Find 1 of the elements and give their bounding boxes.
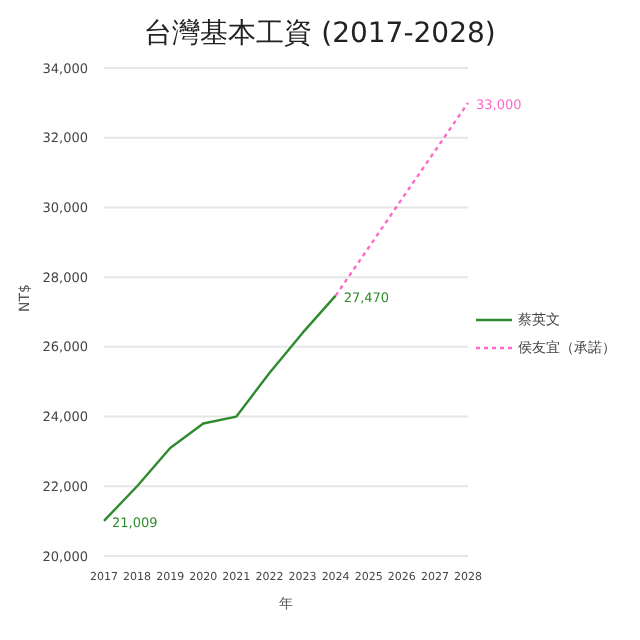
chart-title: 台灣基本工資 (2017-2028) xyxy=(142,16,498,52)
